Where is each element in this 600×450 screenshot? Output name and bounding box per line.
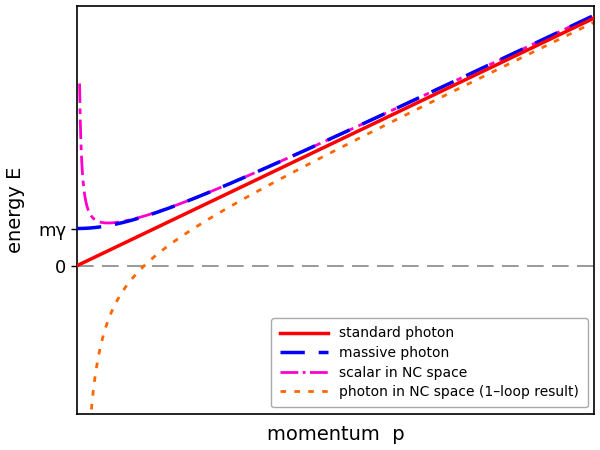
X-axis label: momentum  p: momentum p: [267, 425, 404, 445]
Y-axis label: energy E: energy E: [5, 167, 25, 253]
Legend: standard photon, massive photon, scalar in NC space, photon in NC space (1–loop : standard photon, massive photon, scalar …: [271, 318, 587, 407]
